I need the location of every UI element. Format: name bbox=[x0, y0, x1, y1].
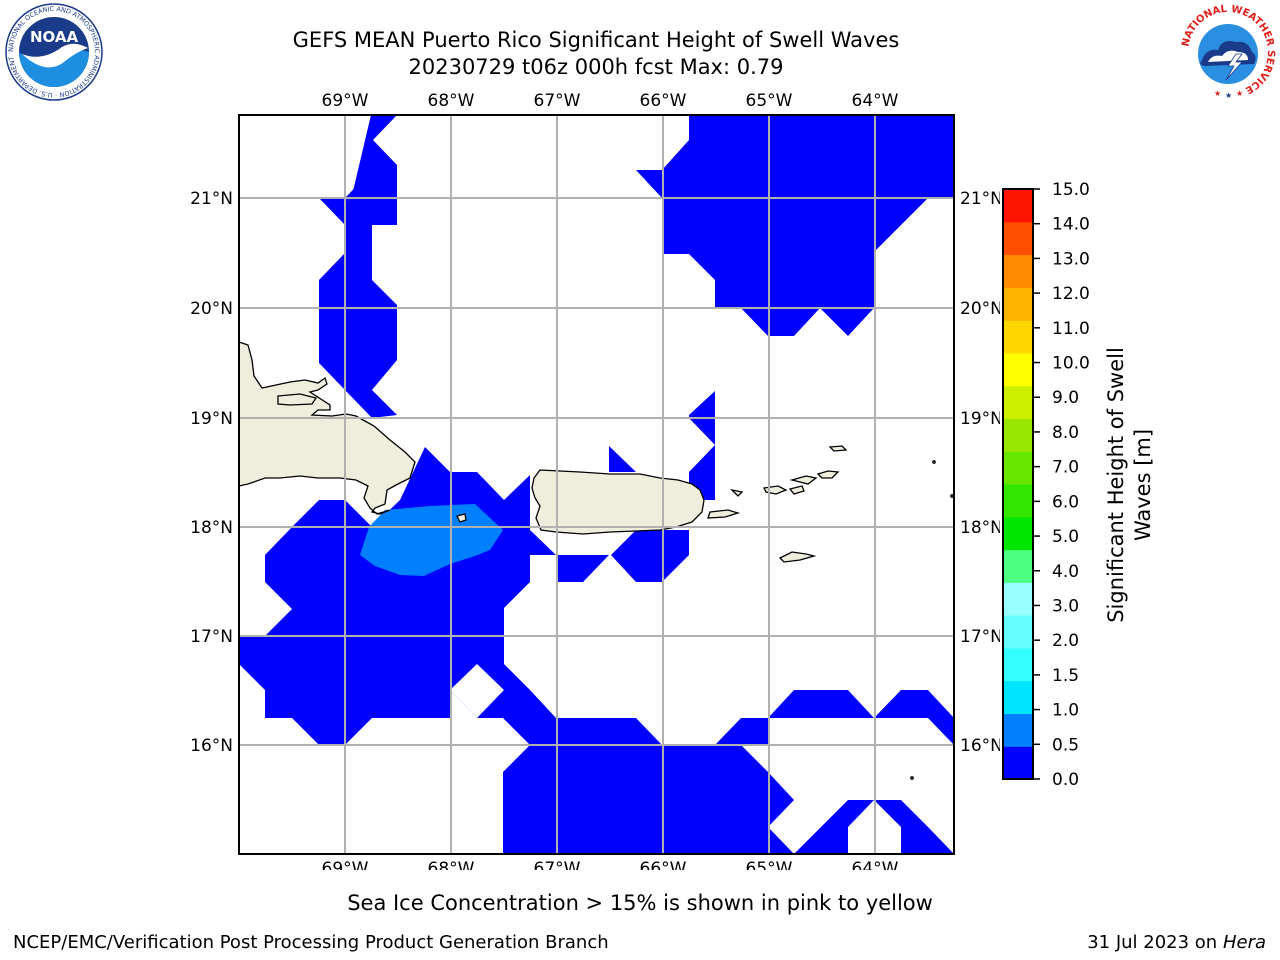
colorbar-swatch bbox=[1003, 647, 1033, 682]
culebra-island bbox=[730, 488, 744, 497]
colorbar-swatch bbox=[1003, 484, 1033, 518]
colorbar-swatch bbox=[1003, 451, 1033, 485]
vieques-island bbox=[707, 509, 741, 519]
nws-logo-icon: NATIONAL WEATHER SERVICE ★ ★ ★ bbox=[1180, 4, 1276, 100]
anegada-island bbox=[828, 445, 848, 452]
lat-label-right: 17°N bbox=[960, 627, 1000, 647]
colorbar-tick-label: 2.0 bbox=[1052, 631, 1079, 651]
lat-label-right: 20°N bbox=[960, 299, 1000, 319]
lon-label-bottom: 67°W bbox=[534, 859, 581, 870]
lon-label-top: 65°W bbox=[746, 91, 793, 111]
colorbar-ticks: 0.0 0.5 1.0 1.5 2.0 3.0 4.0 5.0 6.0 7.0 8.0 9.0 10.0… bbox=[1033, 180, 1090, 790]
swell-gaps bbox=[450, 664, 504, 718]
colorbar-swatch bbox=[1003, 615, 1033, 649]
colorbar-swatch bbox=[1003, 549, 1033, 583]
colorbar-tick-label: 0.5 bbox=[1052, 735, 1079, 755]
colorbar-swatch bbox=[1003, 221, 1033, 256]
lon-label-bottom: 64°W bbox=[852, 859, 899, 870]
sea-ice-note: Sea Ice Concentration > 15% is shown in … bbox=[347, 891, 933, 915]
lon-label-bottom: 68°W bbox=[428, 859, 475, 870]
colorbar-tick-label: 6.0 bbox=[1052, 492, 1079, 512]
map-frame bbox=[238, 114, 955, 855]
colorbar-tick-label: 7.0 bbox=[1052, 458, 1079, 478]
virgin-gorda-island bbox=[816, 470, 840, 479]
colorbar-swatch bbox=[1003, 680, 1033, 715]
colorbar-label-line2: Waves [m] bbox=[1131, 429, 1155, 541]
colorbar-swatch bbox=[1003, 254, 1033, 288]
lat-label-left: 18°N bbox=[190, 518, 233, 538]
colorbar-swatches bbox=[1003, 189, 1033, 780]
lat-label-right: 19°N bbox=[960, 409, 1000, 429]
lat-label-right: 18°N bbox=[960, 518, 1000, 538]
colorbar-swatch bbox=[1003, 582, 1033, 616]
noaa-logo-icon: NATIONAL OCEANIC AND ATMOSPHERIC ADMINIS… bbox=[4, 2, 103, 101]
colorbar-tick-label: 5.0 bbox=[1052, 527, 1079, 547]
lon-label-top: 69°W bbox=[322, 91, 369, 111]
footer-host: Hera bbox=[1222, 932, 1266, 953]
colorbar-tick-label: 13.0 bbox=[1052, 249, 1090, 269]
lon-label-bottom: 65°W bbox=[746, 859, 793, 870]
colorbar-tick-label: 15.0 bbox=[1052, 180, 1090, 200]
map-gridlines bbox=[239, 115, 954, 854]
st-croix-island bbox=[778, 551, 817, 563]
lat-label-right: 16°N bbox=[960, 736, 1000, 756]
footer-date: 31 Jul 2023 on Hera bbox=[1087, 932, 1266, 954]
lat-label-left: 19°N bbox=[190, 409, 233, 429]
colorbar-swatch bbox=[1003, 189, 1033, 223]
hispaniola bbox=[238, 341, 416, 515]
chart-title: GEFS MEAN Puerto Rico Significant Height… bbox=[292, 28, 900, 52]
svg-text:★: ★ bbox=[1214, 89, 1221, 98]
lon-labels-bottom: 69°W 68°W 67°W 66°W 65°W 64°W bbox=[322, 859, 899, 870]
lat-labels-left: 16°N 17°N 18°N 19°N 20°N 21°N bbox=[190, 189, 233, 756]
colorbar-tick-label: 1.0 bbox=[1052, 701, 1079, 721]
lat-label-left: 16°N bbox=[190, 736, 233, 756]
st-john-island bbox=[788, 485, 805, 495]
lon-label-top: 66°W bbox=[640, 91, 687, 111]
colorbar-tick-label: 4.0 bbox=[1052, 562, 1079, 582]
lat-label-left: 17°N bbox=[190, 627, 233, 647]
colorbar-frame bbox=[1002, 188, 1034, 780]
colorbar-swatch bbox=[1003, 287, 1033, 321]
lat-label-left: 20°N bbox=[190, 299, 233, 319]
lon-label-bottom: 66°W bbox=[640, 859, 687, 870]
footer-date-text: 31 Jul 2023 on bbox=[1087, 932, 1223, 953]
colorbar-tick-label: 9.0 bbox=[1052, 388, 1079, 408]
colorbar-swatch bbox=[1003, 516, 1033, 551]
lon-label-bottom: 69°W bbox=[322, 859, 369, 870]
lon-label-top: 64°W bbox=[852, 91, 899, 111]
svg-text:★: ★ bbox=[1225, 91, 1232, 100]
svg-text:NOAA: NOAA bbox=[30, 28, 79, 46]
lon-labels-top: 69°W 68°W 67°W 66°W 65°W 64°W bbox=[322, 91, 899, 111]
colorbar-tick-label: 3.0 bbox=[1052, 596, 1079, 616]
swell-height-map: 69°W 68°W 67°W 66°W 65°W 64°W 69°W 68°W … bbox=[190, 91, 1000, 870]
colorbar-swatch bbox=[1003, 418, 1033, 452]
colorbar-tick-label: 0.0 bbox=[1052, 770, 1079, 790]
colorbar-tick-label: 8.0 bbox=[1052, 423, 1079, 443]
footer-branch: NCEP/EMC/Verification Post Processing Pr… bbox=[13, 932, 609, 953]
colorbar-tick-label: 1.5 bbox=[1052, 666, 1079, 686]
lat-labels-right: 16°N 17°N 18°N 19°N 20°N 21°N bbox=[960, 189, 1000, 756]
colorbar-tick-label: 11.0 bbox=[1052, 319, 1090, 339]
lat-label-left: 21°N bbox=[190, 189, 233, 209]
colorbar-tick-label: 10.0 bbox=[1052, 354, 1090, 374]
colorbar-swatch bbox=[1003, 746, 1033, 780]
lat-label-right: 21°N bbox=[960, 189, 1000, 209]
colorbar-swatch bbox=[1003, 713, 1033, 747]
tortuga-island bbox=[277, 393, 318, 406]
lon-label-top: 67°W bbox=[534, 91, 581, 111]
land-masses bbox=[238, 341, 954, 780]
tortola-island bbox=[789, 475, 818, 485]
colorbar-swatch bbox=[1003, 385, 1033, 420]
mona-island bbox=[456, 513, 467, 523]
lon-label-top: 68°W bbox=[428, 91, 475, 111]
svg-text:★: ★ bbox=[1236, 89, 1243, 98]
colorbar-swatch bbox=[1003, 352, 1033, 387]
colorbar-tick-label: 14.0 bbox=[1052, 215, 1090, 235]
colorbar-swatch bbox=[1003, 320, 1033, 354]
puerto-rico bbox=[531, 469, 705, 535]
colorbar-label-line1: Significant Height of Swell bbox=[1104, 347, 1128, 623]
colorbar-tick-label: 12.0 bbox=[1052, 284, 1090, 304]
swell-fill-0.5-1.0 bbox=[360, 504, 503, 576]
forecast-subtitle: 20230729 t06z 000h fcst Max: 0.79 bbox=[408, 55, 784, 79]
